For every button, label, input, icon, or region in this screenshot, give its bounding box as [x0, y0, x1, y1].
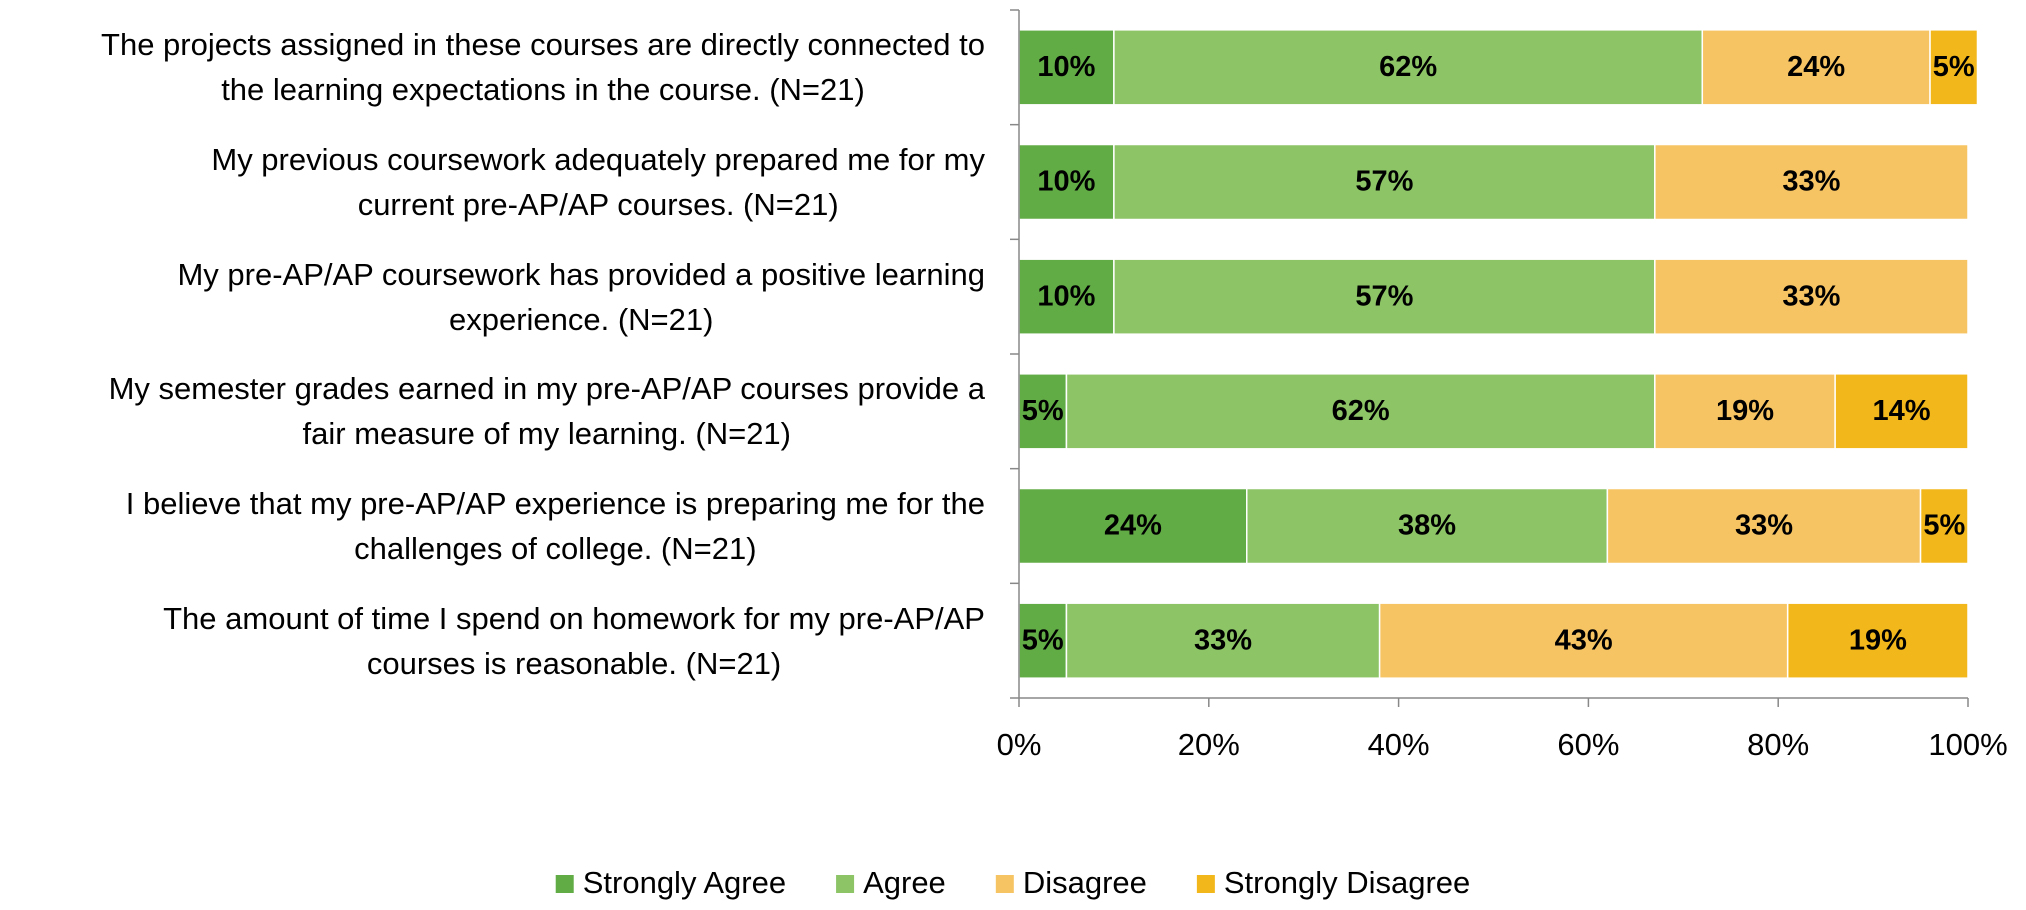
data-label: 14%	[1873, 395, 1931, 427]
data-label: 5%	[1923, 510, 1965, 542]
data-label: 10%	[1037, 166, 1095, 198]
x-tick-label: 100%	[1928, 727, 2007, 762]
data-label: 33%	[1194, 624, 1252, 656]
data-label: 24%	[1104, 510, 1162, 542]
x-tick-label: 40%	[1368, 727, 1430, 762]
legend-swatch	[555, 875, 574, 893]
bar-segment	[1065, 373, 1656, 450]
bar-segment	[1654, 143, 1969, 221]
bar-segment	[1606, 487, 1922, 565]
legend-label: Strongly Agree	[583, 865, 786, 900]
bar-segment	[1654, 373, 1836, 450]
data-label: 10%	[1037, 280, 1095, 312]
data-label: 10%	[1037, 51, 1095, 83]
category-label: The projects assigned in these courses a…	[101, 27, 985, 108]
data-label: 57%	[1355, 166, 1413, 198]
legend-swatch	[836, 875, 855, 893]
legend-label: Disagree	[1023, 865, 1147, 900]
bar-segment	[1065, 602, 1381, 679]
data-label: 62%	[1379, 51, 1437, 83]
category-label: My semester grades earned in my pre-AP/A…	[108, 371, 985, 452]
bar-segment	[1018, 143, 1115, 221]
legend-swatch	[1196, 875, 1215, 893]
data-label: 38%	[1398, 510, 1456, 542]
data-label: 33%	[1735, 510, 1793, 542]
bar-segment	[1018, 487, 1248, 565]
bar-segment	[1018, 29, 1115, 106]
x-tick-label: 0%	[997, 727, 1042, 762]
bar-segment	[1018, 602, 1068, 679]
data-label: 33%	[1782, 166, 1840, 198]
x-tick-label: 60%	[1557, 727, 1619, 762]
bar-segment	[1929, 29, 1979, 106]
bar-segment	[1018, 258, 1115, 335]
data-label: 19%	[1716, 395, 1774, 427]
bar-segment	[1246, 487, 1609, 565]
bar-segment	[1378, 602, 1789, 679]
data-label: 24%	[1787, 51, 1845, 83]
legend-label: Strongly Disagree	[1224, 865, 1470, 900]
legend-label: Agree	[863, 865, 946, 900]
x-tick-label: 80%	[1747, 727, 1809, 762]
bar-segment	[1786, 602, 1969, 679]
category-label: The amount of time I spend on homework f…	[163, 600, 985, 681]
data-label: 62%	[1332, 395, 1390, 427]
data-label: 19%	[1849, 624, 1907, 656]
bar-segment	[1654, 258, 1969, 335]
category-label: My pre-AP/AP coursework has provided a p…	[177, 256, 985, 337]
data-label: 33%	[1782, 280, 1840, 312]
bar-segment	[1113, 143, 1656, 221]
legend-swatch	[995, 875, 1014, 893]
bar-segment	[1113, 258, 1656, 335]
bar-segment	[1919, 487, 1969, 565]
data-label: 5%	[1022, 624, 1064, 656]
category-label: I believe that my pre-AP/AP experience i…	[125, 486, 985, 566]
data-label: 5%	[1022, 395, 1064, 427]
category-label: My previous coursework adequately prepar…	[211, 142, 985, 222]
bar-segment	[1113, 29, 1704, 106]
x-tick-label: 20%	[1178, 727, 1240, 762]
data-label: 57%	[1355, 280, 1413, 312]
bar-segment	[1834, 373, 1969, 450]
data-label: 5%	[1933, 51, 1975, 83]
data-label: 43%	[1555, 624, 1613, 656]
